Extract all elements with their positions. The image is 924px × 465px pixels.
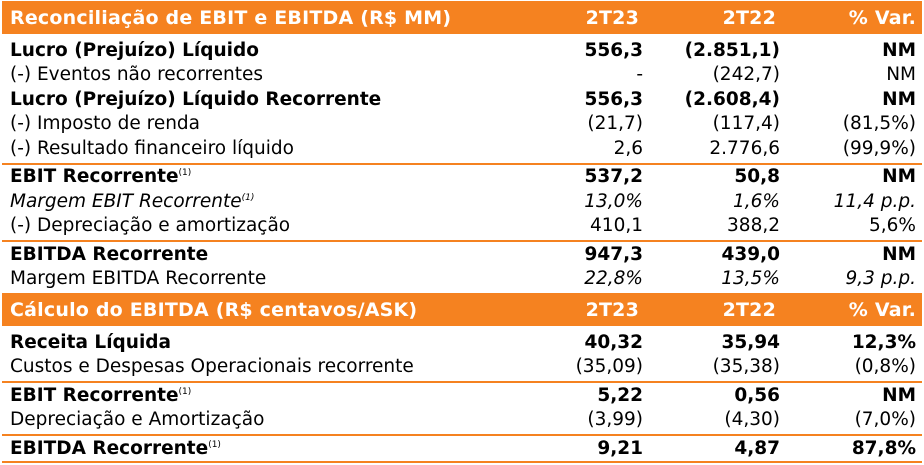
row-value-2t22: 439,0 bbox=[721, 243, 780, 265]
row-value-2t23: 13,0% bbox=[584, 190, 643, 212]
col-header-var: % Var. bbox=[848, 6, 916, 29]
row-value-2t22: (2.851,1) bbox=[684, 39, 780, 61]
table-row: Lucro (Prejuízo) Líquido Recorrente 556,… bbox=[2, 87, 922, 112]
row-label: (-) Depreciação e amortização bbox=[10, 215, 291, 237]
footnote-marker: (1) bbox=[241, 192, 255, 203]
table-row: Receita Líquida 40,32 35,94 12,3% bbox=[2, 330, 922, 355]
row-value-2t23: 947,3 bbox=[584, 243, 643, 265]
row-value-2t23: 9,21 bbox=[597, 437, 643, 459]
col-header-2t23: 2T23 bbox=[585, 298, 639, 321]
row-value-var: NM bbox=[882, 243, 916, 265]
section1-title: Reconciliação de EBIT e EBITDA (R$ MM) bbox=[10, 6, 452, 29]
row-label: Lucro (Prejuízo) Líquido bbox=[10, 39, 259, 61]
row-value-2t22: 388,2 bbox=[727, 215, 780, 237]
row-label-cell: Margem EBIT Recorrente(1) bbox=[2, 191, 500, 212]
table-row: EBIT Recorrente(1) 5,22 0,56 NM bbox=[2, 381, 922, 408]
row-value-2t23: (35,09) bbox=[575, 356, 643, 378]
row-value-var: (81,5%) bbox=[842, 113, 916, 135]
row-value-2t22: 4,87 bbox=[734, 437, 780, 459]
row-value-var: 11,4 p.p. bbox=[833, 190, 916, 212]
table-row: (-) Resultado financeiro líquido 2,6 2.7… bbox=[2, 136, 922, 161]
table-row: EBITDA Recorrente(1) 9,21 4,87 87,8% bbox=[2, 434, 922, 463]
row-value-2t22: (35,38) bbox=[712, 356, 780, 378]
row-label: Margem EBIT Recorrente bbox=[10, 190, 242, 212]
row-value-var: NM bbox=[882, 166, 916, 188]
row-value-var: (7,0%) bbox=[854, 409, 916, 431]
row-label: EBIT Recorrente bbox=[10, 166, 179, 188]
table-row: (-) Imposto de renda (21,7) (117,4) (81,… bbox=[2, 112, 922, 137]
row-value-2t22: 13,5% bbox=[721, 268, 780, 290]
row-value-2t22: 50,8 bbox=[734, 166, 780, 188]
row-value-var: NM bbox=[882, 39, 916, 61]
table-row: (-) Depreciação e amortização 410,1 388,… bbox=[2, 214, 922, 239]
row-label: EBITDA Recorrente bbox=[10, 243, 209, 265]
table-row: Lucro (Prejuízo) Líquido 556,3 (2.851,1)… bbox=[2, 38, 922, 63]
row-value-2t23: 556,3 bbox=[584, 88, 643, 110]
row-label-cell: EBIT Recorrente(1) bbox=[2, 385, 500, 406]
table-row: Depreciação e Amortização (3,99) (4,30) … bbox=[2, 408, 922, 433]
row-label: Receita Líquida bbox=[10, 331, 172, 353]
row-value-2t22: (117,4) bbox=[712, 113, 780, 135]
row-value-2t23: 2,6 bbox=[613, 137, 643, 159]
row-value-var: NM bbox=[882, 88, 916, 110]
row-label: EBIT Recorrente bbox=[10, 384, 179, 406]
row-value-2t22: 0,56 bbox=[734, 384, 780, 406]
row-label: (-) Imposto de renda bbox=[10, 113, 201, 135]
row-value-var: 87,8% bbox=[851, 437, 916, 459]
footnote-marker: (1) bbox=[178, 168, 192, 179]
table-row: Custos e Despesas Operacionais recorrent… bbox=[2, 355, 922, 380]
row-value-var: (99,9%) bbox=[842, 137, 916, 159]
row-label-cell: EBIT Recorrente(1) bbox=[2, 166, 500, 187]
row-value-2t22: 2.776,6 bbox=[709, 137, 780, 159]
row-value-2t23: 556,3 bbox=[584, 39, 643, 61]
section2-title: Cálculo do EBITDA (R$ centavos/ASK) bbox=[10, 298, 418, 321]
row-value-2t22: 1,6% bbox=[733, 190, 780, 212]
row-value-2t23: 40,32 bbox=[584, 331, 643, 353]
table-row: Margem EBITDA Recorrente 22,8% 13,5% 9,3… bbox=[2, 267, 922, 292]
row-label: Depreciação e Amortização bbox=[10, 409, 265, 431]
row-value-var: (0,8%) bbox=[854, 356, 916, 378]
col-header-var: % Var. bbox=[848, 298, 916, 321]
col-header-2t22: 2T22 bbox=[722, 6, 776, 29]
row-value-2t23: 537,2 bbox=[584, 166, 643, 188]
row-value-var: NM bbox=[882, 384, 916, 406]
row-value-2t23: 22,8% bbox=[584, 268, 643, 290]
row-value-2t23: 410,1 bbox=[590, 215, 643, 237]
row-value-2t23: (21,7) bbox=[587, 113, 643, 135]
section1-header: Reconciliação de EBIT e EBITDA (R$ MM) 2… bbox=[2, 1, 922, 34]
row-label: (-) Eventos não recorrentes bbox=[10, 64, 264, 86]
row-label: Lucro (Prejuízo) Líquido Recorrente bbox=[10, 88, 382, 110]
section2-header: Cálculo do EBITDA (R$ centavos/ASK) 2T23… bbox=[2, 293, 922, 326]
row-value-2t23: (3,99) bbox=[587, 409, 643, 431]
row-value-var: 9,3 p.p. bbox=[845, 268, 916, 290]
footnote-marker: (1) bbox=[208, 439, 221, 450]
row-label: Custos e Despesas Operacionais recorrent… bbox=[10, 356, 414, 378]
row-value-var: 12,3% bbox=[851, 331, 916, 353]
table-row: (-) Eventos não recorrentes - (242,7) NM bbox=[2, 63, 922, 88]
footnote-marker: (1) bbox=[178, 386, 192, 397]
row-value-2t23: 5,22 bbox=[597, 384, 643, 406]
table-row: EBITDA Recorrente 947,3 439,0 NM bbox=[2, 240, 922, 267]
row-value-2t22: (242,7) bbox=[712, 64, 780, 86]
row-label: EBITDA Recorrente bbox=[10, 437, 209, 459]
row-value-var: NM bbox=[886, 64, 916, 86]
row-value-2t23: - bbox=[636, 64, 643, 86]
row-value-2t22: (2.608,4) bbox=[684, 88, 780, 110]
table-row: Margem EBIT Recorrente(1) 13,0% 1,6% 11,… bbox=[2, 189, 922, 214]
row-label-cell: EBITDA Recorrente(1) bbox=[2, 438, 500, 459]
row-label: (-) Resultado financeiro líquido bbox=[10, 137, 294, 159]
row-value-2t22: 35,94 bbox=[721, 331, 780, 353]
col-header-2t23: 2T23 bbox=[585, 6, 639, 29]
row-value-var: 5,6% bbox=[869, 215, 916, 237]
table-row: EBIT Recorrente(1) 537,2 50,8 NM bbox=[2, 162, 922, 190]
row-label: Margem EBITDA Recorrente bbox=[10, 268, 267, 290]
col-header-2t22: 2T22 bbox=[722, 298, 776, 321]
row-value-2t22: (4,30) bbox=[724, 409, 780, 431]
